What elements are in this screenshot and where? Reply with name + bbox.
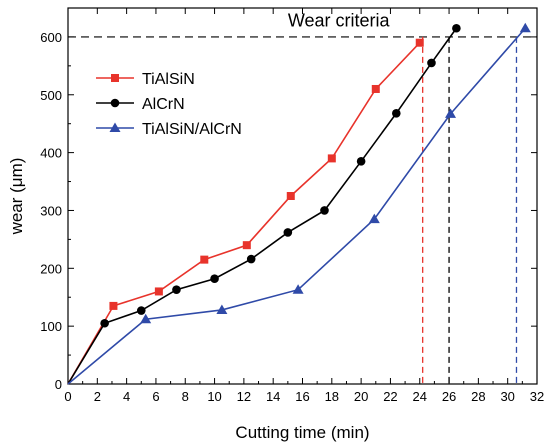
legend-item-alcrn: AlCrN — [96, 96, 185, 113]
data-point-alcrn — [283, 228, 293, 237]
x-tick-label: 20 — [354, 389, 368, 404]
series-line-tialsin — [67, 42, 421, 385]
axes: 0 2 4 6 8 10 12 14 16 18 20 22 24 26 28 30 3201002003004… — [40, 7, 544, 404]
series-tialsin-alcrn — [67, 22, 531, 385]
data-point-alcrn — [100, 318, 109, 328]
x-tick-label: 30 — [500, 389, 514, 404]
y-tick-label: 200 — [40, 261, 62, 276]
x-tick-label: 22 — [383, 389, 397, 404]
y-tick-label: 400 — [40, 146, 62, 161]
plot-frame — [67, 7, 538, 385]
data-point-tialsin — [154, 287, 163, 296]
data-point-tialsin — [371, 84, 380, 93]
x-tick-label: 14 — [266, 389, 280, 404]
data-point-tialsin — [242, 241, 251, 250]
data-point-tialsin — [109, 301, 118, 310]
series-line-tialsin-alcrn — [67, 27, 526, 385]
series-tialsin — [67, 38, 424, 385]
x-tick-label: 32 — [530, 389, 544, 404]
data-point-tialsin-alcrn — [445, 108, 457, 118]
y-tick-label: 0 — [55, 377, 62, 392]
x-tick-label: 10 — [207, 389, 221, 404]
x-tick-label: 12 — [237, 389, 251, 404]
data-point-alcrn — [246, 254, 256, 264]
y-axis-label: wear (μm) — [7, 158, 26, 236]
data-point-tialsin — [415, 38, 424, 47]
x-tick-label: 26 — [442, 389, 456, 404]
wear-criteria-label: Wear criteria — [288, 11, 391, 31]
data-point-alcrn — [427, 58, 436, 68]
data-point-alcrn — [210, 274, 219, 284]
x-axis-label: Cutting time (min) — [235, 423, 369, 442]
legend-marker-alcrn — [110, 98, 120, 108]
data-point-alcrn — [356, 156, 366, 166]
data-point-tialsin — [200, 255, 209, 264]
data-point-tialsin-alcrn — [519, 22, 531, 33]
x-tick-label: 8 — [182, 389, 189, 404]
series-line-alcrn — [67, 27, 458, 385]
data-point-alcrn — [392, 108, 401, 118]
failure-time-markers — [422, 36, 518, 384]
x-tick-label: 24 — [413, 389, 427, 404]
data-point-alcrn — [320, 206, 329, 215]
y-tick-label: 500 — [40, 88, 62, 103]
x-tick-label: 28 — [471, 389, 485, 404]
x-tick-label: 18 — [325, 389, 339, 404]
legend-marker-tialsin — [111, 74, 119, 82]
data-point-alcrn — [172, 285, 181, 295]
legend-label-tialsin: TiAlSiN — [142, 71, 195, 88]
data-point-tialsin-alcrn — [216, 304, 228, 314]
data-point-tialsin — [286, 192, 295, 200]
plot-area — [67, 22, 531, 385]
data-point-tialsin — [327, 154, 336, 163]
data-point-alcrn — [136, 306, 146, 315]
data-point-tialsin-alcrn — [368, 213, 380, 224]
x-tick-label: 6 — [152, 389, 159, 404]
legend-label-tialsin-alcrn: TiAlSiN/AlCrN — [142, 121, 242, 138]
y-tick-label: 100 — [40, 319, 62, 334]
legend-label-alcrn: AlCrN — [142, 96, 185, 113]
x-tick-label: 4 — [123, 389, 130, 404]
x-tick-label: 2 — [94, 389, 101, 404]
data-point-tialsin-alcrn — [292, 284, 304, 294]
data-point-tialsin-alcrn — [140, 313, 152, 324]
x-tick-label: 16 — [295, 389, 309, 404]
legend-item-tialsin-alcrn: TiAlSiN/AlCrN — [96, 121, 242, 138]
y-tick-label: 300 — [40, 203, 62, 218]
legend: TiAlSiN AlCrN TiAlSiN/AlCrN — [96, 71, 242, 138]
y-tick-label: 600 — [40, 30, 62, 45]
series-alcrn — [67, 23, 461, 385]
legend-marker-tialsin-alcrn — [109, 122, 121, 132]
x-tick-label: 0 — [64, 389, 71, 404]
data-point-alcrn — [452, 23, 461, 33]
legend-item-tialsin: TiAlSiN — [96, 71, 195, 88]
